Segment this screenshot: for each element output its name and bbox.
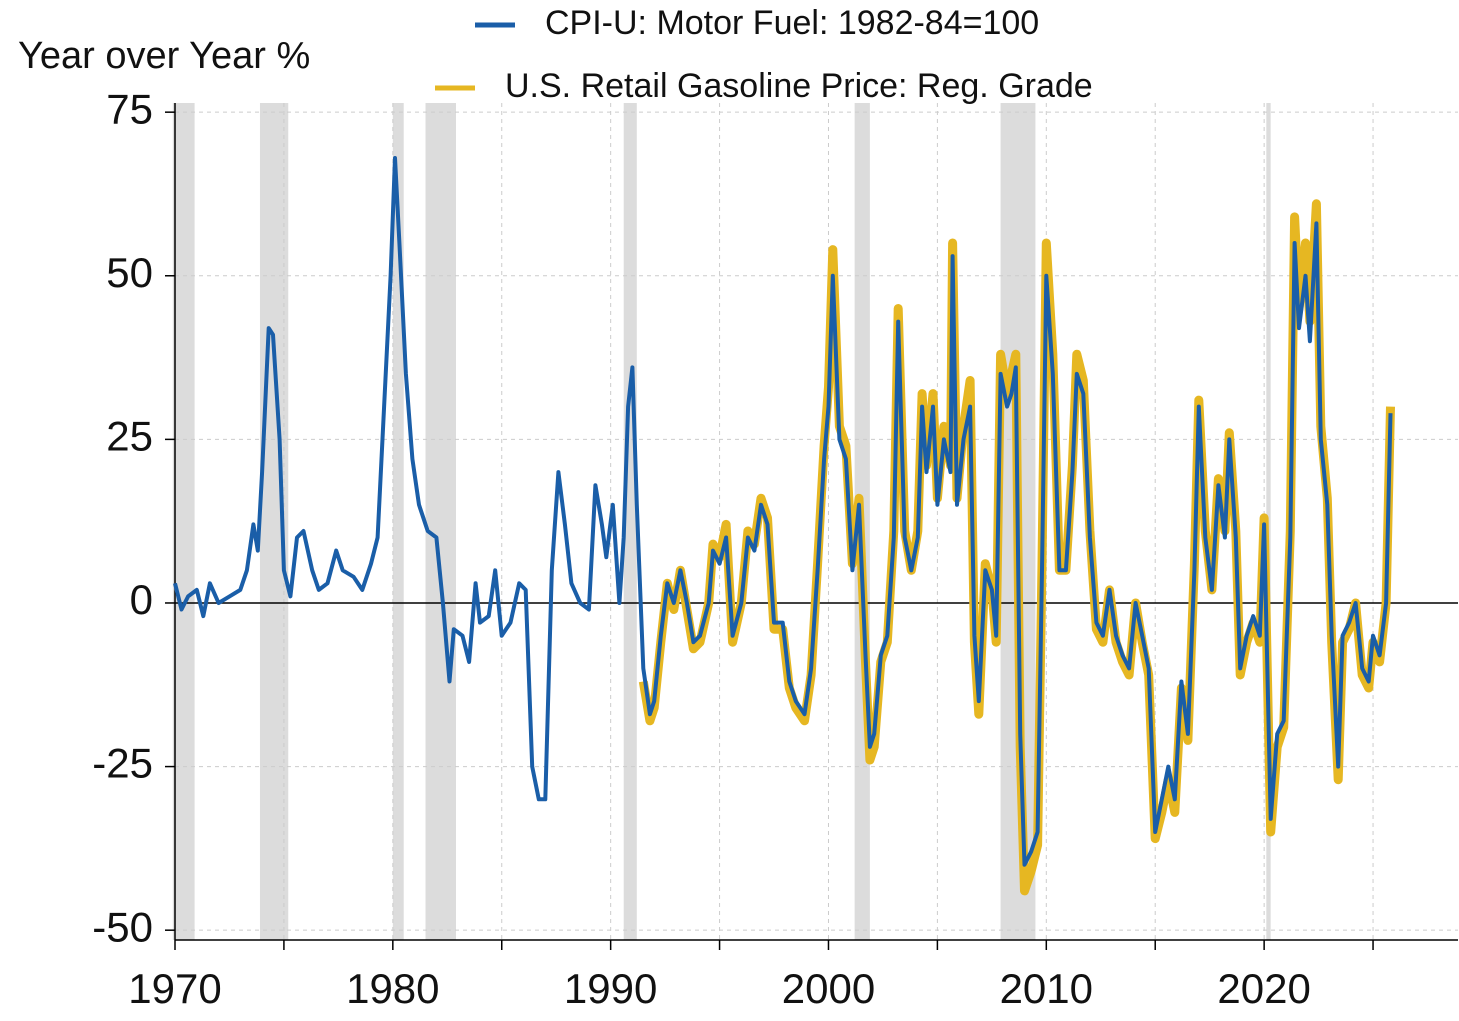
x-tick-label: 1990 — [564, 965, 657, 1012]
shaded-period — [392, 103, 404, 940]
y-tick-label: -25 — [92, 740, 153, 787]
y-axis-label: Year over Year % — [18, 35, 310, 77]
legend-label: U.S. Retail Gasoline Price: Reg. Grade — [505, 67, 1093, 105]
y-tick-label: -50 — [92, 903, 153, 950]
x-tick-label: 2000 — [782, 965, 875, 1012]
series-line — [173, 156, 1393, 867]
y-tick-label: 75 — [106, 85, 153, 132]
y-tick-label: 50 — [106, 249, 153, 296]
shaded-period — [425, 103, 456, 940]
legend-label: CPI-U: Motor Fuel: 1982-84=100 — [545, 4, 1039, 42]
shaded-period — [172, 103, 195, 940]
y-tick-label: 0 — [130, 576, 153, 623]
shaded-period — [623, 103, 637, 940]
x-tick-label: 2010 — [1000, 965, 1093, 1012]
y-tick-label: 25 — [106, 412, 153, 459]
x-tick-label: 1980 — [346, 965, 439, 1012]
x-tick-label: 2020 — [1217, 965, 1310, 1012]
x-tick-label: 1970 — [128, 965, 221, 1012]
